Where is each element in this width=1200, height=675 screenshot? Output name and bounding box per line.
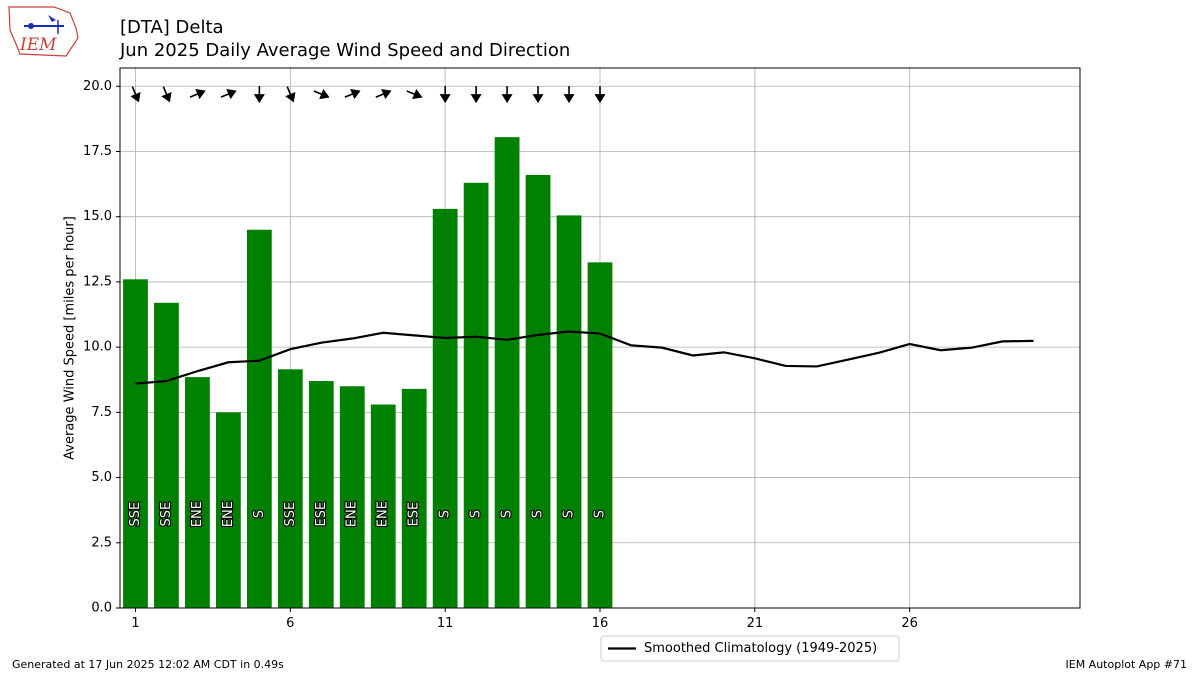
bar-day-14 (525, 174, 551, 608)
bar-day-1 (123, 279, 148, 608)
bar-day-9 (370, 404, 396, 608)
legend-label: Smoothed Climatology (1949-2025) (644, 641, 877, 656)
direction-label-day-13: S (500, 510, 515, 518)
direction-label-day-15: S (562, 510, 577, 518)
footer-app: IEM Autoplot App #71 (1065, 658, 1188, 671)
x-tick-label: 26 (901, 616, 918, 631)
bar-day-8 (339, 386, 365, 608)
wind-arrow-head (532, 94, 544, 104)
wind-arrow-head (319, 89, 330, 100)
x-tick-label: 1 (131, 616, 139, 631)
wind-arrow-head (285, 91, 296, 103)
wind-arrow-head (412, 89, 423, 100)
footer-generated: Generated at 17 Jun 2025 12:02 AM CDT in… (12, 658, 284, 671)
bar-day-3 (185, 377, 210, 608)
climatology-line (135, 330, 1034, 385)
x-tick-label: 6 (286, 616, 294, 631)
wind-arrow-head (470, 94, 482, 104)
y-tick-label: 7.5 (91, 405, 112, 420)
wind-arrow-day-3 (189, 89, 206, 100)
chart-title: Jun 2025 Daily Average Wind Speed and Di… (120, 40, 571, 61)
y-tick-label: 5.0 (91, 470, 112, 485)
wind-arrow-head (226, 89, 237, 100)
wind-arrow-day-1 (130, 86, 141, 103)
wind-arrow-day-16 (594, 86, 606, 104)
bar-day-10 (401, 388, 427, 608)
y-tick-label: 12.5 (83, 274, 112, 289)
wind-arrow-day-14 (532, 86, 544, 104)
wind-arrow-head (161, 91, 172, 103)
wind-arrow-head (381, 89, 392, 100)
bar-day-4 (216, 412, 241, 608)
wind-arrow-head (350, 89, 361, 100)
wind-arrow-day-9 (375, 89, 392, 100)
wind-arrow-head (563, 94, 575, 104)
direction-label-day-9: ENE (376, 501, 391, 527)
bar-day-12 (463, 182, 489, 609)
direction-label-day-7: ESE (314, 502, 329, 527)
y-tick-label: 10.0 (83, 340, 112, 355)
y-tick-label: 15.0 (83, 209, 112, 224)
wind-arrow-day-6 (285, 86, 296, 103)
chart-title-station: [DTA] Delta (120, 17, 224, 38)
direction-label-day-10: ESE (407, 502, 422, 527)
x-tick-label: 11 (437, 616, 454, 631)
direction-label-day-2: SSE (159, 502, 174, 527)
wind-arrow-day-15 (563, 86, 575, 104)
wind-arrow-day-5 (253, 86, 265, 104)
y-tick-label: 0.0 (91, 601, 112, 616)
x-tick-label: 21 (747, 616, 764, 631)
legend-box (600, 635, 900, 662)
wind-arrow-head (439, 94, 451, 104)
y-tick-label: 20.0 (83, 79, 112, 94)
wind-arrow-day-12 (470, 86, 482, 104)
wind-arrow-day-11 (439, 86, 451, 104)
bar-day-2 (154, 302, 179, 608)
wind-arrow-head (501, 94, 513, 104)
bar-day-11 (432, 208, 458, 608)
direction-label-day-3: ENE (190, 501, 205, 527)
wind-arrow-day-7 (313, 89, 330, 100)
x-tick-label: 16 (592, 616, 609, 631)
direction-label-day-11: S (438, 510, 453, 518)
wind-arrow-day-4 (220, 89, 237, 100)
direction-label-day-4: ENE (221, 501, 236, 527)
direction-label-day-14: S (531, 510, 546, 518)
direction-label-day-8: ENE (345, 501, 360, 527)
direction-label-day-5: S (252, 510, 267, 518)
logo-text: IEM (19, 35, 57, 55)
bar-day-5 (246, 229, 272, 608)
wind-arrow-day-2 (161, 86, 172, 103)
wind-arrow-head (130, 91, 141, 103)
bar-day-13 (494, 137, 520, 608)
bar-day-16 (587, 262, 613, 608)
wind-arrow-day-8 (344, 89, 361, 100)
wind-arrow-head (253, 94, 265, 104)
wind-arrow-day-10 (406, 89, 423, 100)
y-tick-label: 17.5 (83, 144, 112, 159)
direction-label-day-6: SSE (283, 502, 298, 527)
direction-label-day-1: SSE (128, 502, 143, 527)
bar-day-6 (277, 369, 303, 608)
wind-arrow-day-13 (501, 86, 513, 104)
direction-label-day-12: S (469, 510, 484, 518)
direction-label-day-16: S (593, 510, 608, 518)
iem-logo: IEM (6, 4, 82, 62)
wind-arrow-head (195, 89, 206, 100)
bar-day-15 (556, 215, 582, 609)
y-tick-label: 2.5 (91, 535, 112, 550)
wind-arrow-head (594, 94, 606, 104)
bar-day-7 (308, 381, 334, 608)
y-axis-label: Average Wind Speed [miles per hour] (63, 216, 78, 460)
